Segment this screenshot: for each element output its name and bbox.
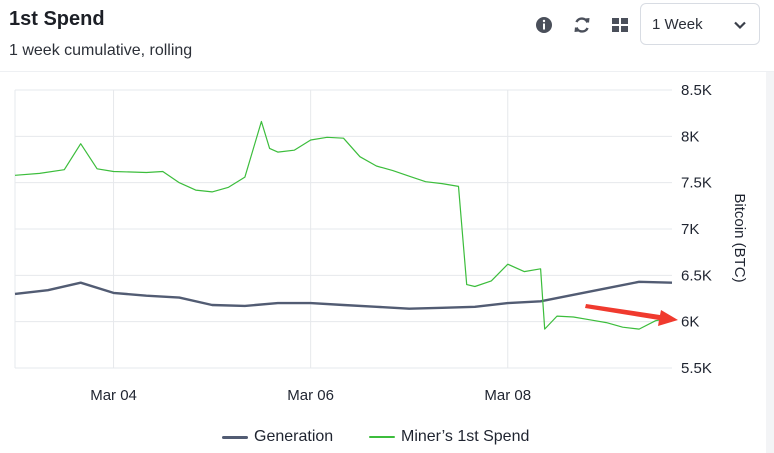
- legend-swatch-generation: [222, 435, 248, 439]
- series-line-generation: [14, 280, 673, 310]
- x-tick-label: Mar 08: [484, 387, 531, 404]
- y-tick-label: 5.5K: [681, 360, 712, 377]
- y-tick-label: 8K: [681, 128, 699, 145]
- x-axis-ticks: Mar 04 Mar 06 Mar 08: [90, 387, 531, 404]
- grid-icon[interactable]: [609, 14, 631, 36]
- time-range-value: 1 Week: [652, 16, 703, 33]
- horizontal-gridlines: [15, 89, 672, 369]
- y-tick-label: 7K: [681, 221, 699, 238]
- y-tick-label: 6K: [681, 314, 699, 331]
- y-tick-label: 6.5K: [681, 267, 712, 284]
- scrollbar[interactable]: [766, 72, 774, 453]
- chart-subtitle: 1 week cumulative, rolling: [9, 42, 193, 59]
- legend-label-miners-first-spend: Miner’s 1st Spend: [401, 428, 530, 445]
- refresh-icon[interactable]: [571, 14, 593, 36]
- x-tick-label: Mar 04: [90, 387, 137, 404]
- chart-title: 1st Spend: [9, 8, 105, 30]
- header-divider: [0, 71, 774, 72]
- series-line-miners-first-spend: [14, 120, 673, 330]
- series-lines: [14, 120, 673, 330]
- legend-item-generation[interactable]: Generation: [222, 428, 333, 446]
- y-axis-ticks: 8.5K 8K 7.5K 7K 6.5K 6K 5.5K: [681, 82, 712, 377]
- x-tick-label: Mar 06: [287, 387, 334, 404]
- line-chart: Mar 04 Mar 06 Mar 08 8.5K 8K 7.5K 7K 6.5K 6K 5.5…: [14, 82, 748, 404]
- legend-item-miners-first-spend[interactable]: Miner’s 1st Spend: [369, 428, 529, 446]
- chart-legend: Generation Miner’s 1st Spend: [0, 428, 774, 450]
- y-tick-label: 8.5K: [681, 82, 712, 99]
- y-tick-label: 7.5K: [681, 175, 712, 192]
- time-range-select[interactable]: 1 Week: [640, 3, 760, 45]
- legend-swatch-miners-first-spend: [369, 436, 395, 438]
- chevron-down-icon: [734, 21, 746, 30]
- legend-label-generation: Generation: [254, 428, 334, 445]
- y-axis-label: Bitcoin (BTC): [731, 193, 748, 282]
- info-icon[interactable]: [533, 14, 555, 36]
- annotation-arrow: [585, 304, 678, 326]
